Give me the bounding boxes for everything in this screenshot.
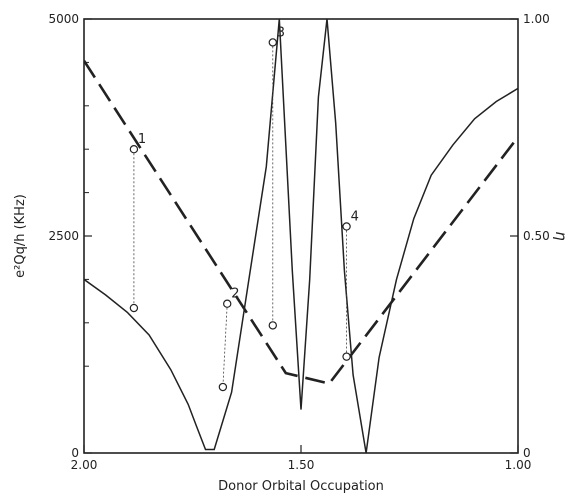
annotation-label-1: 1 (138, 132, 146, 147)
annotation-connector-2 (222, 303, 228, 388)
annotation-point-1 (129, 303, 139, 313)
y-left-tick-label: 2500 (48, 229, 79, 243)
x-axis-label: Donor Orbital Occupation (218, 479, 384, 493)
x-tick-label: 1.50 (288, 458, 315, 472)
annotation-point-2 (218, 382, 228, 392)
y-axis-left-label: e²Qq/h (KHz) (13, 194, 28, 278)
y-right-tick-label: 1.00 (523, 12, 550, 26)
y-left-tick-label: 5000 (48, 12, 79, 26)
annotation-label-2: 2 (231, 287, 239, 302)
annotation-point-3 (268, 321, 277, 330)
y-right-tick-label: 0.50 (523, 229, 550, 243)
series-line-solid (84, 19, 518, 453)
annotation-point-1 (129, 144, 139, 154)
series-line-dashed (84, 59, 518, 386)
y-left-tick-label: 0 (71, 446, 79, 460)
plot-frame (83, 18, 519, 454)
annotation-point-4 (342, 222, 351, 231)
annotation-point-2 (223, 299, 232, 308)
annotation-point-4 (342, 352, 351, 361)
series-layer (84, 19, 518, 453)
annotation-label-3: 3 (277, 25, 285, 40)
annotation-label-4: 4 (351, 209, 359, 224)
y-axis-right-label: η (552, 231, 570, 241)
x-tick-label: 2.00 (71, 458, 98, 472)
annotations-layer: 1 2 3 4 (129, 25, 359, 392)
y-right-tick-label: 0 (523, 446, 531, 460)
x-tick-label: 1.00 (505, 458, 532, 472)
annotation-point-3 (268, 38, 277, 47)
